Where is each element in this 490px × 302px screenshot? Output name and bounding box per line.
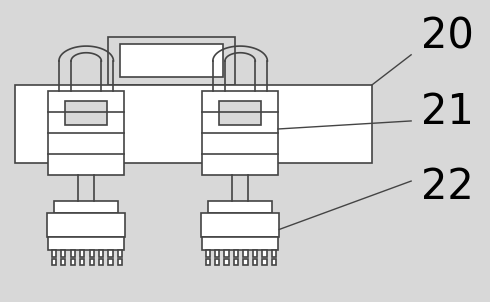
Bar xyxy=(108,259,113,265)
Bar xyxy=(49,237,124,250)
Bar xyxy=(80,259,84,265)
Bar xyxy=(61,250,66,257)
Bar xyxy=(244,250,248,257)
Bar xyxy=(215,259,220,265)
Bar xyxy=(215,250,220,257)
Bar xyxy=(71,259,75,265)
Bar xyxy=(90,250,94,257)
Bar xyxy=(272,250,276,257)
Bar xyxy=(202,237,278,250)
Bar xyxy=(108,37,235,85)
Bar xyxy=(108,250,113,257)
Bar xyxy=(47,213,125,237)
Bar xyxy=(244,259,248,265)
Bar xyxy=(15,85,372,163)
Bar xyxy=(54,201,118,213)
Bar xyxy=(65,101,107,125)
Bar xyxy=(80,250,84,257)
Bar xyxy=(202,91,278,175)
Bar xyxy=(220,101,261,125)
Bar xyxy=(272,259,276,265)
Bar xyxy=(201,213,279,237)
Bar xyxy=(208,201,272,213)
Bar xyxy=(51,259,56,265)
Bar xyxy=(99,259,103,265)
Text: 22: 22 xyxy=(421,166,474,208)
Bar xyxy=(262,250,267,257)
Bar xyxy=(262,259,267,265)
Bar xyxy=(224,259,229,265)
Bar xyxy=(206,259,210,265)
Bar xyxy=(118,250,122,257)
Bar xyxy=(253,250,257,257)
Bar xyxy=(49,91,124,175)
Text: 20: 20 xyxy=(421,16,474,58)
Bar xyxy=(51,250,56,257)
Bar xyxy=(61,259,66,265)
Bar xyxy=(118,259,122,265)
Text: 21: 21 xyxy=(421,91,474,133)
Bar xyxy=(224,250,229,257)
Bar xyxy=(206,250,210,257)
Bar xyxy=(234,250,238,257)
Bar xyxy=(71,250,75,257)
Bar xyxy=(90,259,94,265)
Bar xyxy=(234,259,238,265)
Bar xyxy=(99,250,103,257)
Bar xyxy=(121,44,223,77)
Bar xyxy=(253,259,257,265)
